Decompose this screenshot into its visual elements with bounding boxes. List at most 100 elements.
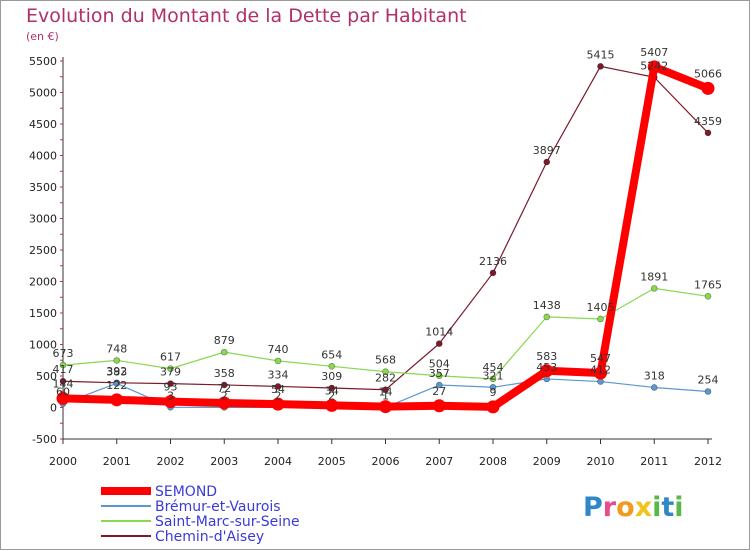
data-point bbox=[432, 399, 446, 413]
x-tick-label: 2004 bbox=[264, 455, 292, 468]
data-point bbox=[379, 400, 392, 414]
logo-letter: i bbox=[652, 492, 661, 523]
data-label: 254 bbox=[698, 373, 719, 386]
data-label: 392 bbox=[106, 365, 127, 378]
data-point bbox=[594, 366, 607, 380]
data-label: 34 bbox=[325, 384, 339, 397]
data-label: 2136 bbox=[479, 255, 507, 268]
data-label: 2 bbox=[275, 389, 282, 402]
x-tick-label: 2007 bbox=[425, 455, 453, 468]
data-point bbox=[56, 391, 70, 405]
data-label: 321 bbox=[483, 369, 504, 382]
data-point bbox=[113, 380, 121, 387]
data-point bbox=[597, 63, 604, 70]
legend-label: SEMOND bbox=[155, 484, 217, 500]
data-label: 879 bbox=[214, 334, 235, 347]
data-label: 417 bbox=[53, 363, 74, 376]
y-tick-label: 5500 bbox=[29, 55, 57, 68]
y-tick-label: 4500 bbox=[29, 118, 57, 131]
data-point bbox=[274, 357, 282, 365]
y-tick-label: 2500 bbox=[29, 244, 57, 257]
y-tick-label: 3500 bbox=[29, 181, 57, 194]
data-label: 5242 bbox=[640, 59, 668, 72]
data-point bbox=[382, 386, 389, 394]
data-point bbox=[164, 395, 177, 409]
y-tick-label: 0 bbox=[50, 402, 57, 415]
data-label: 282 bbox=[375, 372, 396, 385]
y-tick-label: 2000 bbox=[29, 276, 57, 289]
y-tick-label: 1500 bbox=[29, 307, 57, 320]
data-point bbox=[325, 398, 339, 412]
data-point bbox=[647, 60, 661, 74]
data-label: 9 bbox=[490, 386, 497, 399]
data-label: 318 bbox=[644, 369, 665, 382]
data-label: 748 bbox=[106, 342, 127, 355]
data-point bbox=[701, 81, 715, 95]
x-tick-label: 2010 bbox=[587, 455, 615, 468]
legend: SEMONDBrémur-et-VauroisSaint-Marc-sur-Se… bbox=[101, 484, 300, 545]
chart-subtitle: (en €) bbox=[26, 30, 59, 43]
data-point bbox=[217, 396, 231, 410]
y-tick-label: 500 bbox=[36, 370, 57, 383]
data-label: 654 bbox=[321, 348, 342, 361]
data-point bbox=[435, 372, 443, 380]
data-point bbox=[704, 293, 712, 300]
logo-text: Proxiti bbox=[583, 492, 684, 523]
data-point bbox=[435, 340, 443, 347]
series-lines bbox=[56, 60, 715, 414]
data-label: 383 bbox=[106, 365, 127, 378]
x-tick-label: 2009 bbox=[533, 455, 561, 468]
data-label: 2 bbox=[328, 389, 335, 402]
data-label: 454 bbox=[483, 361, 504, 374]
data-point bbox=[328, 384, 336, 392]
y-tick-label: -500 bbox=[32, 433, 57, 446]
legend-label: Chemin-d'Aisey bbox=[155, 529, 264, 545]
data-label: 27 bbox=[432, 385, 446, 398]
data-point bbox=[704, 129, 712, 137]
data-point bbox=[220, 381, 228, 389]
data-label: 54 bbox=[271, 383, 285, 396]
data-label: 1438 bbox=[533, 299, 561, 312]
x-tick-label: 2003 bbox=[210, 455, 238, 468]
data-label: 3897 bbox=[533, 144, 561, 157]
data-label: 3 bbox=[167, 389, 174, 402]
data-label: 144 bbox=[53, 377, 74, 390]
data-point bbox=[704, 388, 712, 395]
data-point bbox=[540, 364, 554, 378]
data-point bbox=[543, 313, 551, 321]
data-point bbox=[489, 269, 497, 277]
logo-letter: P bbox=[583, 492, 603, 523]
logo-letter: i bbox=[674, 492, 683, 523]
logo-letter: t bbox=[661, 492, 674, 523]
data-label: 358 bbox=[214, 367, 235, 380]
data-point bbox=[486, 400, 500, 414]
proxiti-logo: Proxiti bbox=[583, 492, 684, 523]
axes: -500 0 500 1000 1500 2000 2500 3000 3500 4000 4500… bbox=[29, 55, 722, 468]
data-point bbox=[110, 393, 124, 407]
data-label: 568 bbox=[375, 354, 396, 367]
data-label: 1405 bbox=[587, 301, 615, 314]
data-label: 1765 bbox=[694, 278, 722, 291]
data-label: 547 bbox=[590, 352, 611, 365]
legend-label: Brémur-et-Vaurois bbox=[155, 499, 281, 515]
data-point bbox=[489, 375, 497, 383]
data-point bbox=[59, 361, 67, 369]
y-tick-label: 3000 bbox=[29, 213, 57, 226]
logo-letter: x bbox=[635, 492, 652, 523]
data-label: 379 bbox=[160, 366, 181, 379]
chart-title: Evolution du Montant de la Dette par Hab… bbox=[26, 5, 467, 27]
x-tick-label: 2000 bbox=[49, 455, 77, 468]
y-tick-label: 1000 bbox=[29, 339, 57, 352]
logo-letter: r bbox=[603, 492, 617, 523]
data-point bbox=[328, 362, 336, 370]
data-point bbox=[650, 285, 658, 292]
data-point bbox=[543, 158, 551, 166]
data-label: 453 bbox=[536, 361, 557, 374]
data-label: 93 bbox=[164, 381, 178, 394]
data-point bbox=[489, 383, 497, 391]
data-point bbox=[597, 315, 604, 323]
data-label: 5415 bbox=[587, 48, 615, 61]
x-tick-label: 2001 bbox=[103, 455, 131, 468]
data-label: 1014 bbox=[425, 326, 453, 339]
